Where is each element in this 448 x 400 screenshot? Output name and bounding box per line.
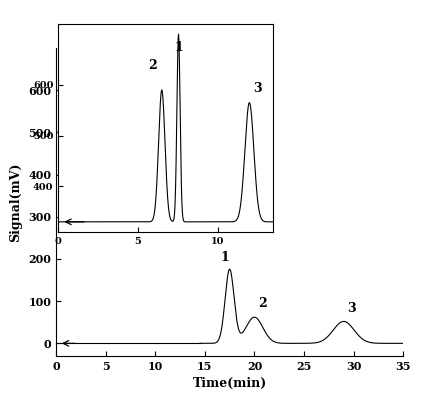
Text: 1: 1 (175, 42, 184, 54)
Text: 3: 3 (347, 302, 356, 315)
Text: 3: 3 (253, 82, 262, 95)
Text: 2: 2 (148, 59, 157, 72)
Text: 2: 2 (258, 298, 267, 310)
Text: 1: 1 (220, 251, 229, 264)
X-axis label: Time(min): Time(min) (193, 378, 267, 390)
Y-axis label: Signal(mV): Signal(mV) (9, 162, 22, 242)
